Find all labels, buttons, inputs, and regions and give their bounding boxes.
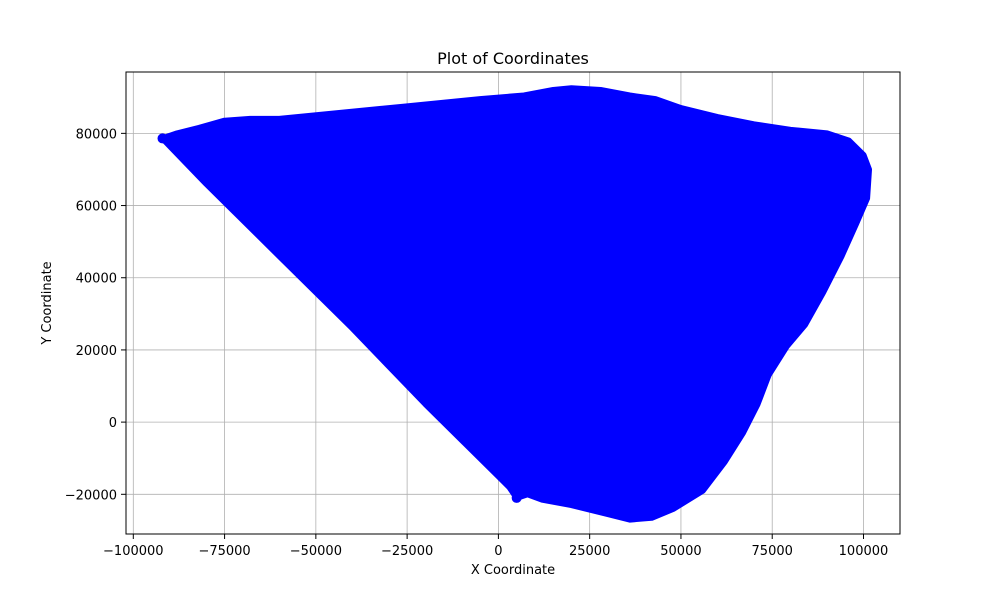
series-0-scatter-region (159, 85, 872, 523)
x-tick-label-2: −50000 (290, 544, 342, 559)
y-tick-label-0: −20000 (65, 488, 117, 503)
x-tick-label-0: −100000 (103, 544, 164, 559)
y-tick-label-5: 80000 (76, 127, 117, 142)
plot-frame (125, 71, 901, 535)
y-tick-label-3: 40000 (76, 272, 117, 287)
x-tick-label-4: 0 (494, 544, 502, 559)
chart-title: Plot of Coordinates (437, 49, 589, 68)
y-tick-label-2: 20000 (76, 344, 117, 359)
y-axis-title: Y Coordinate (40, 261, 55, 345)
x-axis-title: X Coordinate (471, 563, 555, 578)
y-tick-label-1: 0 (109, 416, 117, 431)
x-tick-label-8: 100000 (839, 544, 889, 559)
axis-ticks: −100000 −75000 −50000 −25000 0 25000 50000 7500… (65, 127, 889, 559)
x-tick-label-6: 50000 (660, 544, 701, 559)
x-tick-label-1: −75000 (198, 544, 250, 559)
series-0-marker-bottom (511, 492, 522, 503)
x-tick-label-3: −25000 (381, 544, 433, 559)
y-tick-label-4: 60000 (76, 200, 117, 215)
data-series (157, 85, 872, 523)
x-tick-label-7: 75000 (752, 544, 793, 559)
series-0-marker-left (157, 133, 168, 144)
x-tick-label-5: 25000 (569, 544, 610, 559)
